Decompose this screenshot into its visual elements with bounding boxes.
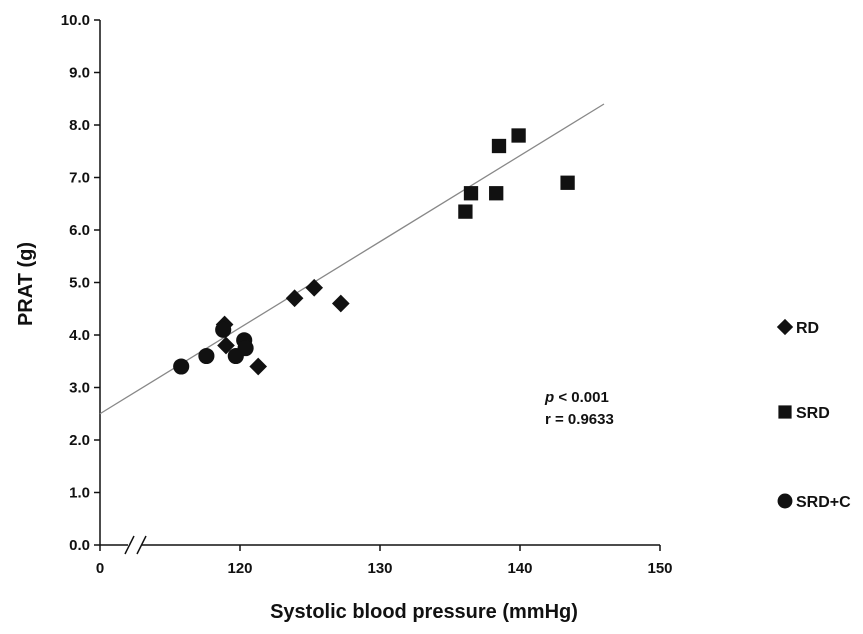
axis-break-slash-2 [136, 535, 147, 555]
x-tick-label: 140 [507, 560, 532, 577]
x-axis-break-marker [124, 535, 147, 555]
legend-marker-srd-c [777, 493, 793, 509]
y-tick-label: 9.0 [69, 65, 90, 82]
point-srd-c [198, 347, 215, 365]
y-tick-label: 10.0 [61, 12, 90, 29]
point-rd [217, 336, 235, 355]
point-rd [305, 278, 324, 297]
point-rd [249, 357, 268, 376]
point-srd-c [173, 358, 190, 375]
legend-label-srd-c: SRD+C [796, 494, 851, 511]
point-rd [331, 294, 350, 313]
point-srd [491, 138, 507, 154]
point-srd [560, 175, 575, 190]
p-value-text: < 0.001 [554, 389, 609, 406]
legend: RD SRD SRD+C [776, 318, 851, 511]
point-srd [463, 186, 479, 201]
point-srd [458, 204, 473, 219]
y-tick-label: 5.0 [69, 275, 90, 292]
point-srd [489, 186, 504, 201]
y-tick-label: 3.0 [69, 380, 90, 397]
legend-marker-srd [778, 405, 792, 419]
x-axis-title: Systolic blood pressure (mmHg) [270, 601, 578, 623]
y-tick-label: 1.0 [69, 485, 90, 502]
y-tick-label: 8.0 [69, 117, 90, 134]
p-value-symbol: p [544, 389, 554, 406]
point-srd-c [237, 340, 254, 357]
y-tick-label: 2.0 [69, 432, 90, 449]
legend-label-rd: RD [796, 320, 819, 337]
r-value-annotation: r = 0.9633 [545, 411, 614, 428]
x-tick-label: 120 [227, 560, 252, 577]
y-tick-label: 0.0 [69, 537, 90, 554]
legend-marker-rd [776, 318, 794, 336]
data-points [173, 128, 575, 376]
point-srd [511, 128, 526, 143]
p-value-annotation: p < 0.001 [544, 389, 609, 406]
y-tick-label: 4.0 [69, 327, 90, 344]
x-axis-ticks: 0 120 130 140 150 [96, 545, 673, 577]
x-tick-label: 150 [647, 560, 672, 577]
point-srd-c [215, 321, 232, 338]
point-rd [285, 289, 304, 308]
x-tick-label: 0 [96, 560, 104, 577]
y-tick-label: 6.0 [69, 222, 90, 239]
legend-label-srd: SRD [796, 405, 830, 422]
axis-break-slash-1 [124, 535, 135, 555]
y-axis-ticks: 0.0 1.0 2.0 3.0 4.0 5.0 6.0 7.0 8.0 9.0 10.0 [61, 12, 100, 554]
y-tick-label: 7.0 [69, 170, 90, 187]
y-axis-title: PRAT (g) [15, 242, 37, 326]
x-tick-label: 130 [367, 560, 392, 577]
